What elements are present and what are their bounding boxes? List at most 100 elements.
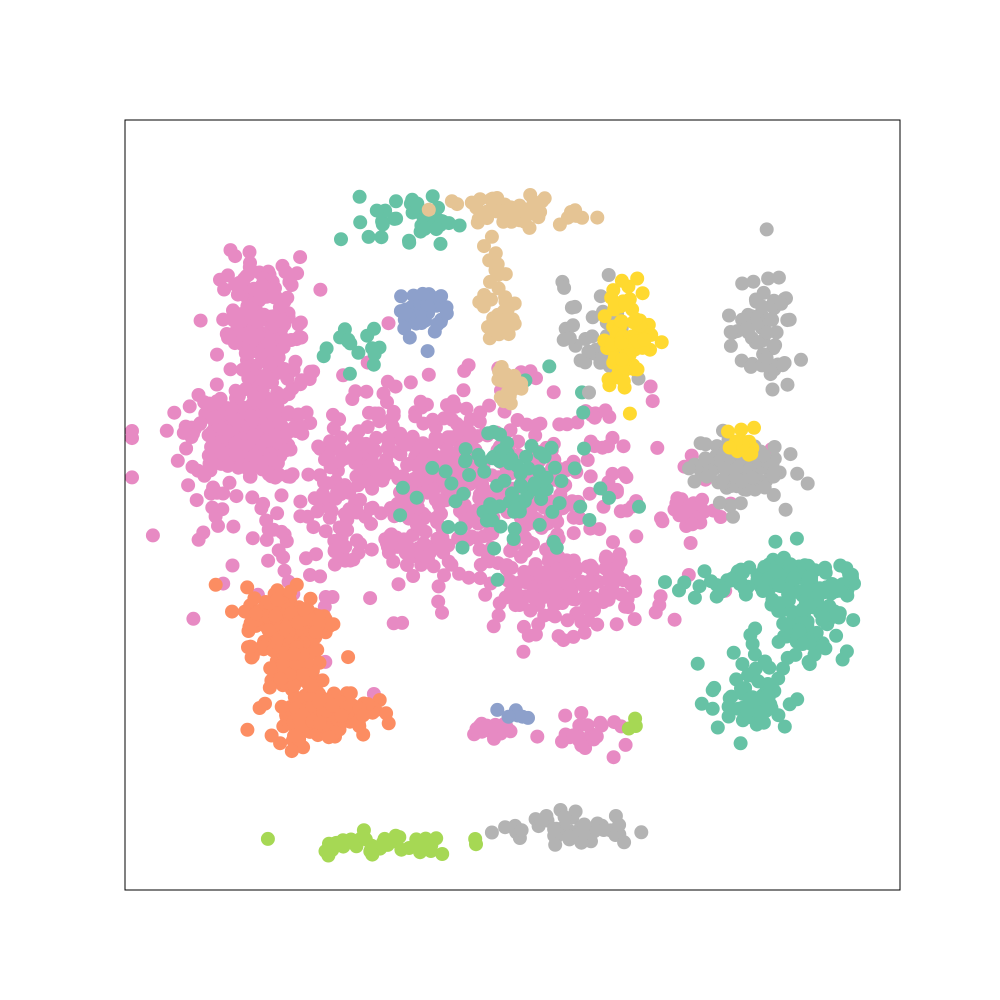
scatter-point xyxy=(722,308,736,323)
scatter-point xyxy=(222,330,237,345)
scatter-point xyxy=(613,504,628,519)
scatter-point xyxy=(322,510,337,525)
scatter-point xyxy=(546,385,561,400)
scatter-point xyxy=(780,377,795,392)
scatter-point xyxy=(125,431,139,446)
scatter-point xyxy=(605,577,620,592)
scatter-point xyxy=(552,217,567,232)
scatter-point xyxy=(667,612,682,627)
scatter-point xyxy=(276,315,291,329)
scatter-point xyxy=(367,443,382,457)
scatter-point xyxy=(751,571,766,586)
scatter-point xyxy=(293,250,308,265)
scatter-point xyxy=(602,490,616,505)
scatter-point xyxy=(792,623,807,638)
scatter-point xyxy=(606,535,620,550)
scatter-point xyxy=(459,401,474,416)
scatter-points xyxy=(125,188,861,863)
scatter-point xyxy=(509,586,524,601)
scatter-point xyxy=(721,424,735,439)
scatter-point xyxy=(614,335,629,350)
scatter-point xyxy=(304,678,319,693)
scatter-point xyxy=(842,567,857,582)
scatter-point xyxy=(508,206,523,220)
scatter-point xyxy=(747,420,761,435)
scatter-point xyxy=(510,413,525,427)
scatter-point xyxy=(739,321,754,336)
scatter-point xyxy=(365,847,380,862)
scatter-point xyxy=(310,504,325,519)
scatter-point xyxy=(334,708,349,723)
scatter-point xyxy=(547,822,562,837)
scatter-point xyxy=(629,529,644,544)
scatter-point xyxy=(240,722,255,737)
scatter-point xyxy=(428,511,443,526)
scatter-point xyxy=(469,721,484,736)
scatter-point xyxy=(560,613,575,628)
scatter-point xyxy=(759,351,774,366)
scatter-point xyxy=(598,561,613,576)
scatter-point xyxy=(264,452,279,467)
scatter-point xyxy=(532,517,547,532)
scatter-point xyxy=(259,513,274,528)
scatter-point xyxy=(282,275,297,289)
scatter-point xyxy=(224,401,239,416)
scatter-point xyxy=(771,577,786,592)
scatter-point xyxy=(261,553,276,568)
scatter-point xyxy=(521,628,536,643)
scatter-point xyxy=(441,520,456,534)
scatter-point xyxy=(326,407,340,422)
scatter-point xyxy=(731,459,746,474)
scatter-point xyxy=(343,686,358,701)
scatter-point xyxy=(609,617,624,632)
scatter-point xyxy=(556,332,571,347)
scatter-point xyxy=(309,547,323,562)
scatter-point xyxy=(778,617,793,632)
scatter-point xyxy=(337,451,352,466)
scatter-point xyxy=(522,535,537,550)
scatter-point xyxy=(400,558,414,572)
scatter-point xyxy=(346,552,361,567)
scatter-point xyxy=(800,476,815,491)
scatter-point xyxy=(294,373,309,388)
scatter-point xyxy=(283,442,298,457)
scatter-point xyxy=(598,403,613,418)
scatter-point xyxy=(359,384,374,399)
scatter-point xyxy=(498,590,513,605)
scatter-point xyxy=(574,574,589,589)
scatter-point xyxy=(484,229,499,244)
scatter-point xyxy=(611,559,626,574)
scatter-point xyxy=(456,383,471,398)
scatter-point xyxy=(209,377,224,392)
scatter-point xyxy=(555,734,569,749)
scatter-point xyxy=(287,678,302,693)
scatter-point xyxy=(601,589,616,603)
scatter-point xyxy=(348,448,363,463)
scatter-point xyxy=(293,315,308,330)
scatter-point xyxy=(574,835,589,850)
scatter-point xyxy=(829,628,844,643)
scatter-point xyxy=(434,541,449,555)
scatter-point xyxy=(498,820,513,835)
scatter-point xyxy=(705,683,720,698)
scatter-point xyxy=(193,416,208,431)
scatter-point xyxy=(505,373,520,387)
scatter-point xyxy=(628,312,643,327)
scatter-point xyxy=(458,442,473,457)
scatter-point xyxy=(483,274,497,289)
scatter-point xyxy=(258,696,272,711)
scatter-point xyxy=(410,196,425,211)
scatter-point xyxy=(472,414,487,429)
scatter-point xyxy=(778,502,793,517)
scatter-point xyxy=(338,539,353,554)
scatter-point xyxy=(473,557,488,572)
scatter-point xyxy=(514,823,529,838)
scatter-point xyxy=(726,509,740,524)
scatter-point xyxy=(712,495,727,510)
scatter-point xyxy=(284,744,299,759)
scatter-point xyxy=(556,633,571,648)
scatter-point xyxy=(247,448,262,463)
scatter-point xyxy=(723,338,738,353)
scatter-point xyxy=(245,490,260,505)
scatter-point xyxy=(547,460,562,475)
